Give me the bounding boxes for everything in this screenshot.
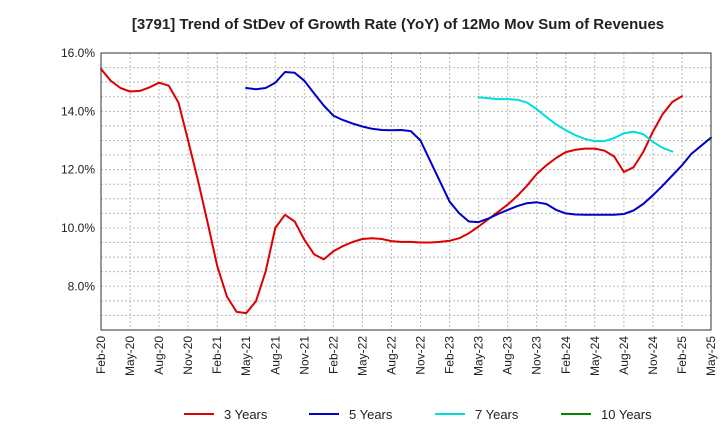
y-tick-label: 12.0%	[61, 163, 95, 177]
y-tick-label: 8.0%	[68, 279, 96, 293]
x-tick-label: Nov-24	[646, 336, 660, 375]
x-tick-label: Nov-22	[414, 336, 428, 375]
x-tick-label: May-22	[355, 336, 369, 376]
x-tick-label: Aug-22	[384, 336, 398, 375]
x-tick-label: Nov-21	[297, 336, 311, 375]
legend-label: 10 Years	[601, 407, 652, 422]
x-tick-label: May-24	[588, 336, 602, 376]
plot-area	[101, 53, 711, 330]
x-tick-label: May-23	[472, 336, 486, 376]
x-tick-label: Feb-25	[675, 336, 689, 374]
legend: 3 Years 5 Years 7 Years 10 Years	[184, 407, 652, 422]
x-tick-label: Feb-23	[443, 336, 457, 374]
y-axis-tick-labels: 8.0% 10.0% 12.0% 14.0% 16.0%	[61, 46, 95, 293]
x-tick-label: Feb-21	[210, 336, 224, 374]
x-tick-label: Aug-24	[617, 336, 631, 375]
legend-label: 7 Years	[475, 407, 519, 422]
series-line-3-years	[100, 68, 683, 315]
series-line-7-years	[477, 96, 674, 153]
x-tick-label: May-21	[239, 336, 253, 376]
x-axis-tick-labels: Feb-20 May-20 Aug-20 Nov-20 Feb-21 May-21 Aug-…	[94, 336, 718, 376]
legend-label: 5 Years	[349, 407, 393, 422]
x-tick-label: Aug-20	[152, 336, 166, 375]
plot-frame	[100, 52, 712, 331]
series-lines	[100, 68, 712, 315]
legend-label: 3 Years	[224, 407, 268, 422]
x-tick-label: Aug-23	[501, 336, 515, 375]
x-tick-label: Feb-20	[94, 336, 108, 374]
x-tick-label: Feb-24	[559, 336, 573, 374]
x-tick-label: May-20	[123, 336, 137, 376]
y-tick-label: 10.0%	[61, 221, 95, 235]
x-tick-label: Nov-20	[181, 336, 195, 375]
x-tick-label: Nov-23	[530, 336, 544, 375]
y-tick-label: 16.0%	[61, 46, 95, 60]
x-tick-label: Aug-21	[268, 336, 282, 375]
x-tick-label: May-25	[704, 336, 718, 376]
y-tick-label: 14.0%	[61, 104, 95, 118]
x-tick-label: Feb-22	[326, 336, 340, 374]
series-line-5-years	[245, 71, 712, 224]
chart-title: [3791] Trend of StDev of Growth Rate (Yo…	[132, 16, 664, 33]
